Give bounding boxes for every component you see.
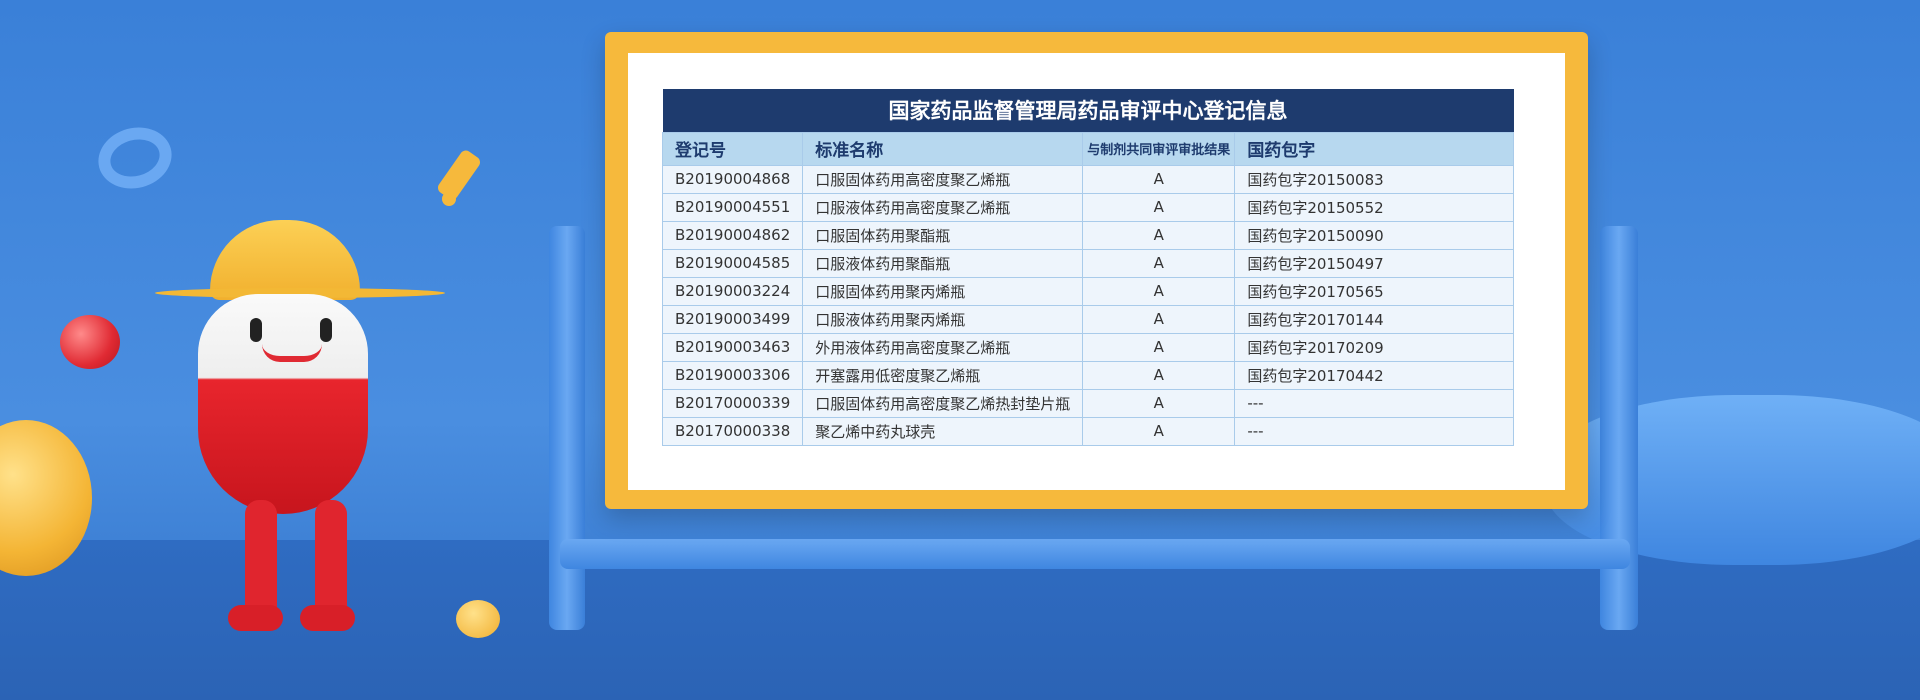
cell-approval-no: 国药包字20150090 <box>1234 220 1514 250</box>
cell-approval-no: 国药包字20150083 <box>1234 164 1514 194</box>
cell-registration-no: B20170000338 <box>661 416 804 446</box>
cell-registration-no: B20190004585 <box>661 248 804 278</box>
cell-standard-name: 口服液体药用高密度聚乙烯瓶 <box>802 192 1084 222</box>
table-row: B20170000338 聚乙烯中药丸球壳 A --- <box>661 416 1514 446</box>
cell-registration-no: B20190003224 <box>661 276 804 306</box>
registration-table: 国家药品监督管理局药品审评中心登记信息 登记号 标准名称 与制剂共同审评审批结果… <box>661 89 1514 446</box>
cell-standard-name: 口服固体药用聚丙烯瓶 <box>802 276 1084 306</box>
cell-standard-name: 口服液体药用聚丙烯瓶 <box>802 304 1084 334</box>
red-ball <box>60 315 120 369</box>
cell-review-result: A <box>1082 304 1236 334</box>
cell-standard-name: 开塞露用低密度聚乙烯瓶 <box>802 360 1084 390</box>
cell-registration-no: B20190003463 <box>661 332 804 362</box>
header-standard-name: 标准名称 <box>802 131 1084 166</box>
cell-registration-no: B20170000339 <box>661 388 804 418</box>
cell-review-result: A <box>1082 416 1236 446</box>
cell-approval-no: 国药包字20170565 <box>1234 276 1514 306</box>
table-header-row: 登记号 标准名称 与制剂共同审评审批结果 国药包字 <box>661 131 1514 166</box>
header-registration-no: 登记号 <box>661 131 804 166</box>
cell-standard-name: 口服固体药用高密度聚乙烯热封垫片瓶 <box>802 388 1084 418</box>
ring-decoration <box>91 119 179 197</box>
cell-standard-name: 口服液体药用聚酯瓶 <box>802 248 1084 278</box>
cell-standard-name: 口服固体药用聚酯瓶 <box>802 220 1084 250</box>
cell-registration-no: B20190003306 <box>661 360 804 390</box>
table-row: B20190003224 口服固体药用聚丙烯瓶 A 国药包字20170565 <box>661 276 1514 306</box>
table-row: B20190004551 口服液体药用高密度聚乙烯瓶 A 国药包字20150552 <box>661 192 1514 222</box>
cell-approval-no: 国药包字20170209 <box>1234 332 1514 362</box>
table-row: B20190003463 外用液体药用高密度聚乙烯瓶 A 国药包字20170209 <box>661 332 1514 362</box>
cell-standard-name: 聚乙烯中药丸球壳 <box>802 416 1084 446</box>
cell-review-result: A <box>1082 248 1236 278</box>
cell-approval-no: 国药包字20150552 <box>1234 192 1514 222</box>
cell-approval-no: 国药包字20170442 <box>1234 360 1514 390</box>
cell-approval-no: 国药包字20170144 <box>1234 304 1514 334</box>
cell-standard-name: 外用液体药用高密度聚乙烯瓶 <box>802 332 1084 362</box>
cell-registration-no: B20190004862 <box>661 220 804 250</box>
exclamation-dot <box>442 192 456 206</box>
cell-registration-no: B20190003499 <box>661 304 804 334</box>
cell-review-result: A <box>1082 192 1236 222</box>
table-row: B20190003499 口服液体药用聚丙烯瓶 A 国药包字20170144 <box>661 304 1514 334</box>
table-row: B20170000339 口服固体药用高密度聚乙烯热封垫片瓶 A --- <box>661 388 1514 418</box>
cell-standard-name: 口服固体药用高密度聚乙烯瓶 <box>802 164 1084 194</box>
board-crossbar <box>560 539 1630 569</box>
board-post-right <box>1600 226 1638 630</box>
cell-review-result: A <box>1082 388 1236 418</box>
cell-approval-no: 国药包字20150497 <box>1234 248 1514 278</box>
table-row: B20190004585 口服液体药用聚酯瓶 A 国药包字20150497 <box>661 248 1514 278</box>
cell-review-result: A <box>1082 164 1236 194</box>
mascot <box>150 220 450 640</box>
cell-registration-no: B20190004868 <box>661 164 804 194</box>
board-post-left <box>549 226 585 630</box>
table-title: 国家药品监督管理局药品审评中心登记信息 <box>662 89 1514 132</box>
cell-approval-no: --- <box>1234 388 1514 418</box>
cell-registration-no: B20190004551 <box>661 192 804 222</box>
cell-approval-no: --- <box>1234 416 1514 446</box>
cell-review-result: A <box>1082 332 1236 362</box>
cell-review-result: A <box>1082 360 1236 390</box>
cell-review-result: A <box>1082 276 1236 306</box>
table-row: B20190004868 口服固体药用高密度聚乙烯瓶 A 国药包字20150083 <box>661 164 1514 194</box>
cell-review-result: A <box>1082 220 1236 250</box>
table-row: B20190004862 口服固体药用聚酯瓶 A 国药包字20150090 <box>661 220 1514 250</box>
header-approval-no: 国药包字 <box>1234 131 1514 166</box>
header-review-result: 与制剂共同审评审批结果 <box>1082 131 1236 166</box>
table-row: B20190003306 开塞露用低密度聚乙烯瓶 A 国药包字20170442 <box>661 360 1514 390</box>
small-yellow-ball <box>456 600 500 638</box>
